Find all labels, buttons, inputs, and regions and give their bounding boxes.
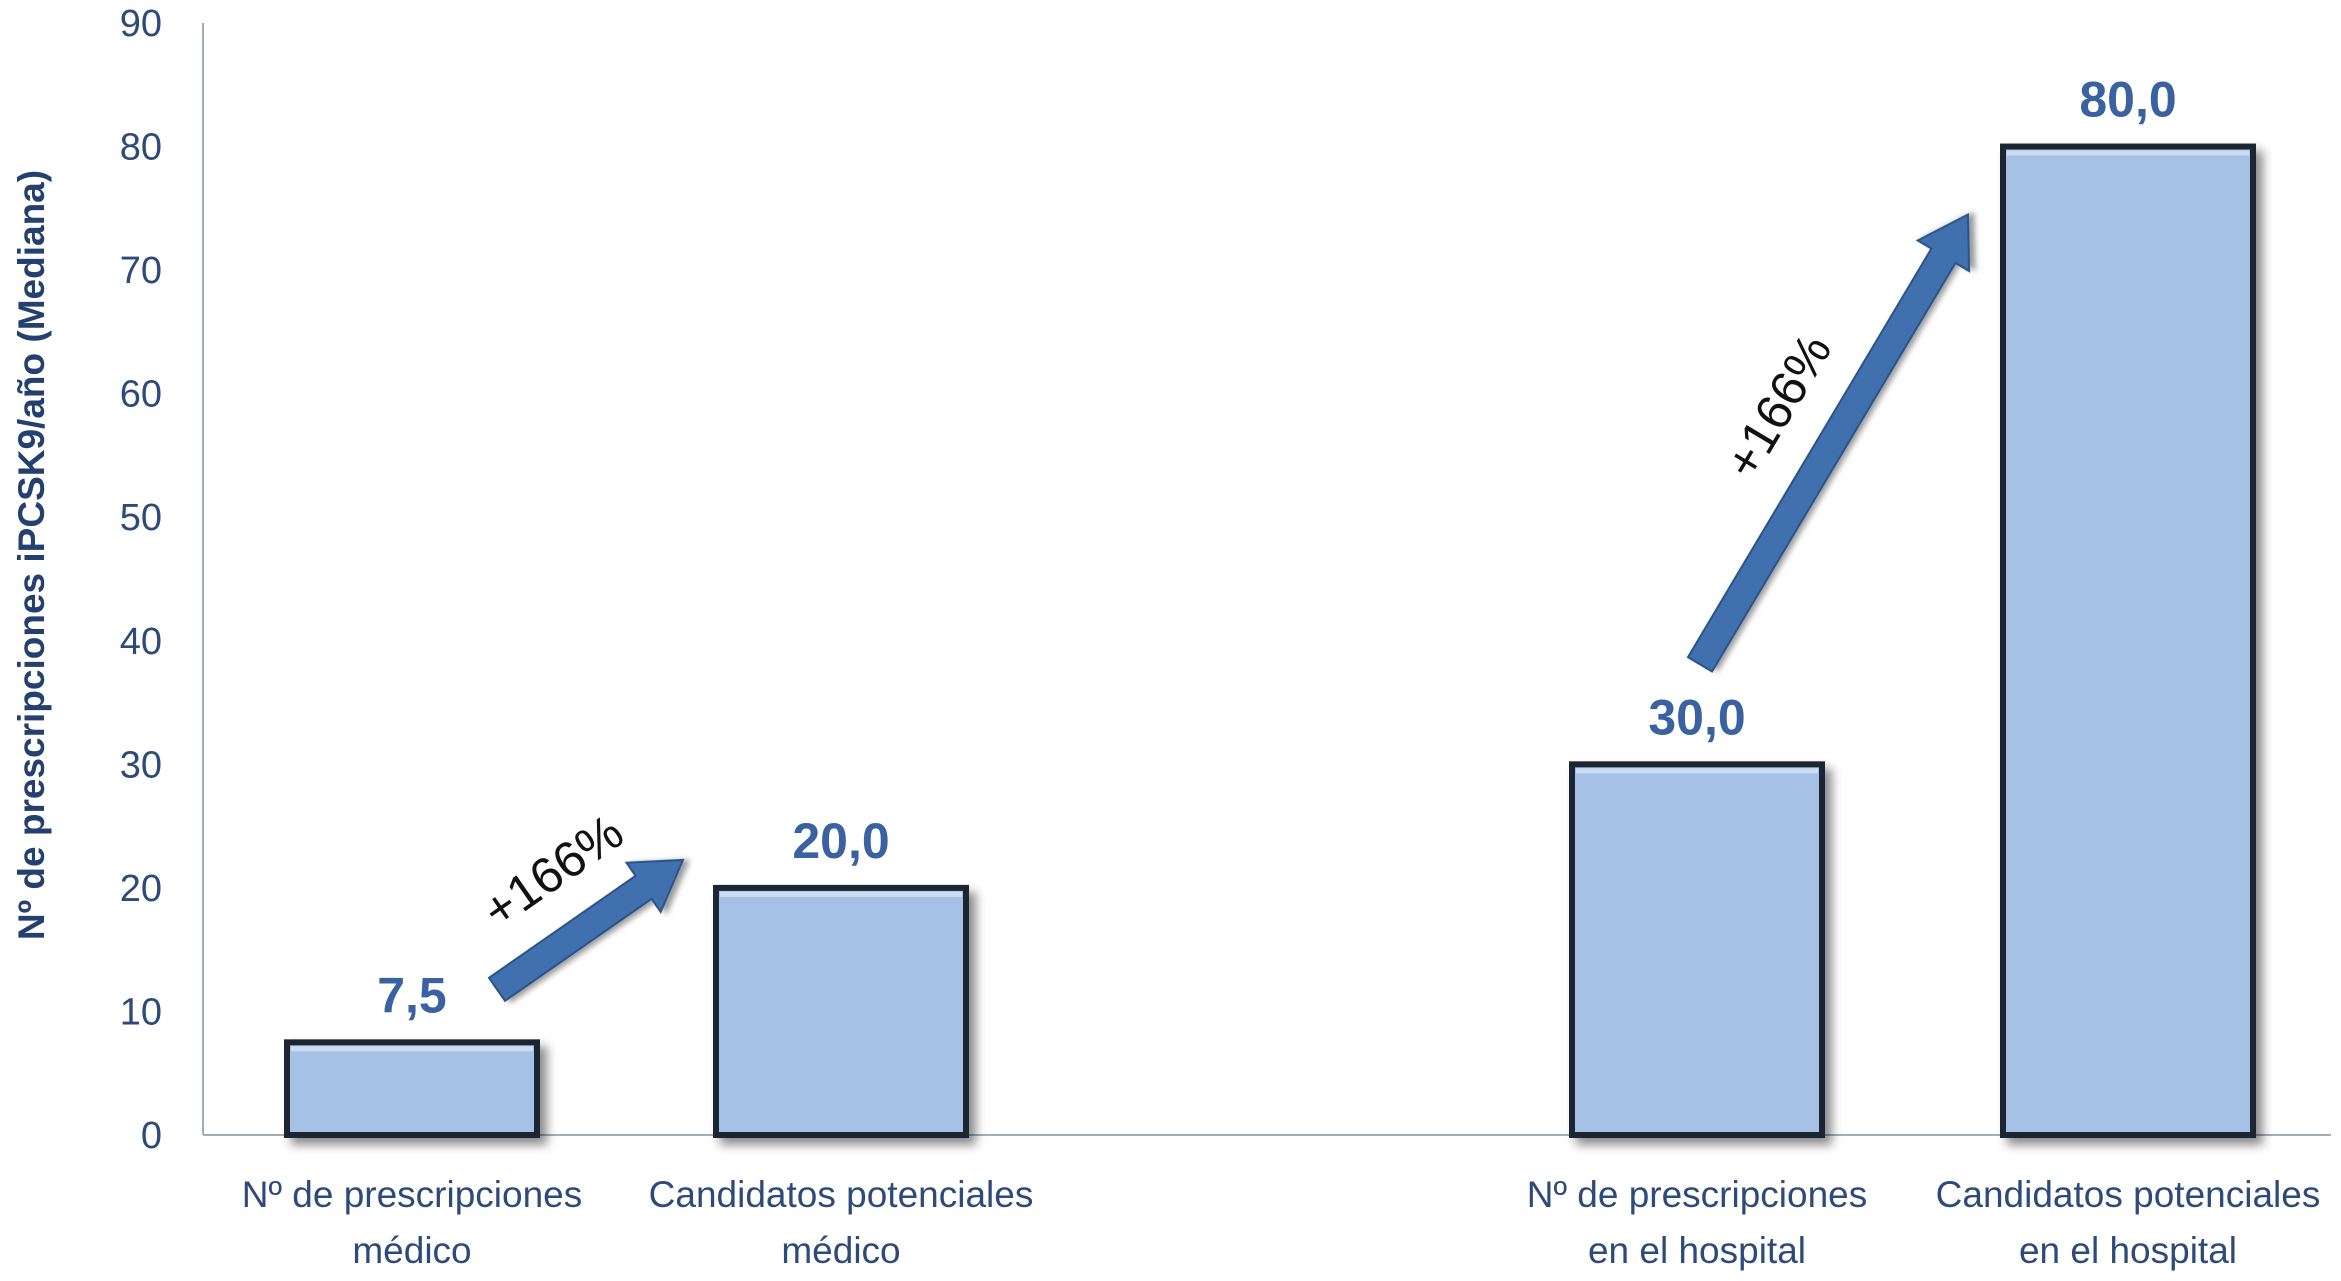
bar-highlight xyxy=(1576,768,1818,774)
data-label: 7,5 xyxy=(377,967,447,1023)
bar-highlight xyxy=(2007,150,2249,156)
x-tick-label: Candidatos potenciales xyxy=(649,1174,1034,1215)
y-tick-label: 40 xyxy=(120,621,162,663)
data-label: 20,0 xyxy=(792,813,889,869)
y-tick-label: 80 xyxy=(120,127,162,169)
y-axis-label: Nº de prescripciones iPCSK9/año (Mediana… xyxy=(11,170,52,940)
y-tick-label: 30 xyxy=(120,744,162,786)
x-tick-label: Nº de prescripciones xyxy=(1527,1174,1868,1215)
bar xyxy=(713,884,969,1139)
x-tick-label: Candidatos potenciales xyxy=(1936,1174,2321,1215)
y-tick-label: 90 xyxy=(120,3,162,45)
data-label: 30,0 xyxy=(1648,689,1745,745)
y-tick-label: 20 xyxy=(120,868,162,910)
x-tick-label: en el hospital xyxy=(2019,1230,2237,1271)
y-tick-label: 0 xyxy=(141,1115,162,1157)
x-tick-label: en el hospital xyxy=(1588,1230,1806,1271)
y-tick-label: 50 xyxy=(120,497,162,539)
data-label: 80,0 xyxy=(2079,72,2176,128)
bars xyxy=(284,143,2256,1139)
bar-highlight xyxy=(291,1046,533,1052)
y-tick-label: 10 xyxy=(120,991,162,1033)
bar xyxy=(2000,143,2256,1139)
data-labels: 7,5 20,0 30,0 80,0 xyxy=(377,72,2176,1024)
y-axis: 0 10 20 30 40 50 60 70 80 90 xyxy=(120,3,204,1157)
bar xyxy=(284,1039,540,1139)
y-tick-label: 60 xyxy=(120,374,162,416)
growth-arrow xyxy=(487,858,685,1003)
x-tick-label: médico xyxy=(781,1230,900,1271)
x-axis: Nº de prescripciones médico Candidatos pot… xyxy=(203,1134,2331,1271)
bar-highlight xyxy=(720,891,962,897)
y-tick-label: 70 xyxy=(120,250,162,292)
x-tick-label: Nº de prescripciones xyxy=(242,1174,583,1215)
growth-arrow xyxy=(1686,212,1971,673)
bar xyxy=(1569,761,1825,1138)
x-tick-label: médico xyxy=(352,1230,471,1271)
